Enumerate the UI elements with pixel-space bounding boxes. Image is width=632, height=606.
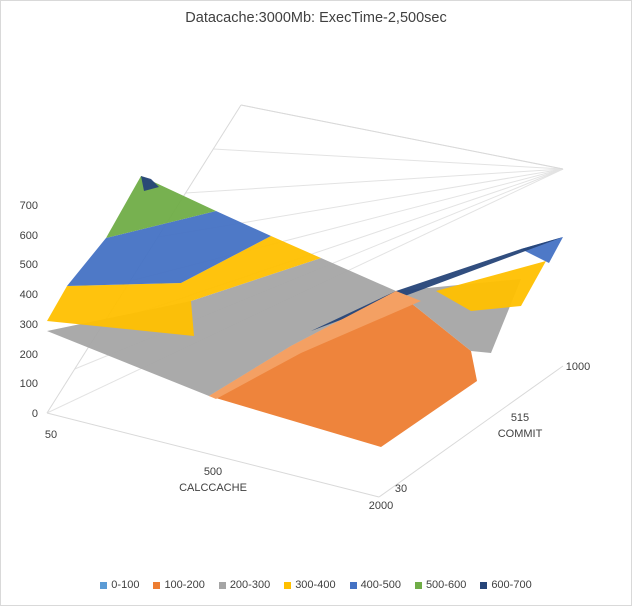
y-tick-label: 515 <box>511 412 529 424</box>
legend-item: 200-300 <box>218 579 271 591</box>
legend-label: 100-200 <box>164 579 205 591</box>
legend-label: 300-400 <box>295 579 336 591</box>
y-axis-title: COMMIT <box>498 428 543 440</box>
legend-swatch <box>153 581 161 589</box>
x-tick-label: 2000 <box>369 500 393 512</box>
legend-label: 600-700 <box>491 579 532 591</box>
z-tick-label: 600 <box>20 230 38 242</box>
surface-band-400-500 <box>521 237 563 263</box>
y-axis-ticks: 30 515 1000 <box>395 361 590 495</box>
x-tick-label: 50 <box>45 429 57 441</box>
wall-edge <box>240 104 564 170</box>
legend-item: 500-600 <box>414 579 467 591</box>
surface-band-400-500 <box>67 211 271 286</box>
z-tick-label: 200 <box>20 349 38 361</box>
legend-label: 200-300 <box>229 579 271 591</box>
z-tick-label: 700 <box>20 200 38 212</box>
z-tick-label: 0 <box>32 408 38 420</box>
legend-swatch <box>349 581 357 589</box>
legend-item: 600-700 <box>480 579 532 591</box>
surface <box>47 176 563 447</box>
floor-edge <box>46 412 380 498</box>
surface-band-500-600 <box>106 176 216 238</box>
z-tick-label: 100 <box>20 378 38 390</box>
legend-label: 500-600 <box>425 579 467 591</box>
x-axis-title: CALCCACHE <box>179 482 247 494</box>
z-tick-label: 300 <box>20 319 38 331</box>
chart-legend: 0-100 100-200 200-300 300-400 400-500 500-600… <box>1 579 631 591</box>
legend-label: 400-500 <box>360 579 401 591</box>
legend-item: 100-200 <box>153 579 205 591</box>
floor-edge <box>378 365 564 498</box>
gridline <box>185 168 564 194</box>
surface-band-200-300 <box>47 258 396 396</box>
z-axis-ticks: 0 100 200 300 400 500 600 700 <box>20 200 38 420</box>
surface-band-100-200 <box>209 291 477 447</box>
legend-label: 0-100 <box>111 579 140 591</box>
legend-swatch <box>284 581 292 589</box>
legend-swatch <box>100 581 108 589</box>
x-axis-ticks: 50 500 2000 <box>45 429 393 512</box>
legend-item: 300-400 <box>284 579 336 591</box>
legend-swatch <box>218 581 226 589</box>
surface-band-300-400 <box>436 261 546 311</box>
surface-plot: 0 100 200 300 400 500 600 700 50 500 2000 30 515 10… <box>20 104 590 512</box>
x-tick-label: 500 <box>204 466 222 478</box>
chart-title: Datacache:3000Mb: ExecTime-2,500sec <box>185 10 447 26</box>
surface-band-600-700 <box>141 176 159 191</box>
surface-band-300-400 <box>47 236 321 336</box>
gridline <box>213 148 564 170</box>
legend-item: 0-100 <box>100 579 139 591</box>
z-tick-label: 500 <box>20 259 38 271</box>
legend-swatch <box>414 581 422 589</box>
z-tick-label: 400 <box>20 289 38 301</box>
y-tick-label: 30 <box>395 483 407 495</box>
surface-ridge-face <box>209 291 421 399</box>
legend-swatch <box>480 581 488 589</box>
y-tick-label: 1000 <box>566 361 590 373</box>
legend-item: 400-500 <box>349 579 401 591</box>
